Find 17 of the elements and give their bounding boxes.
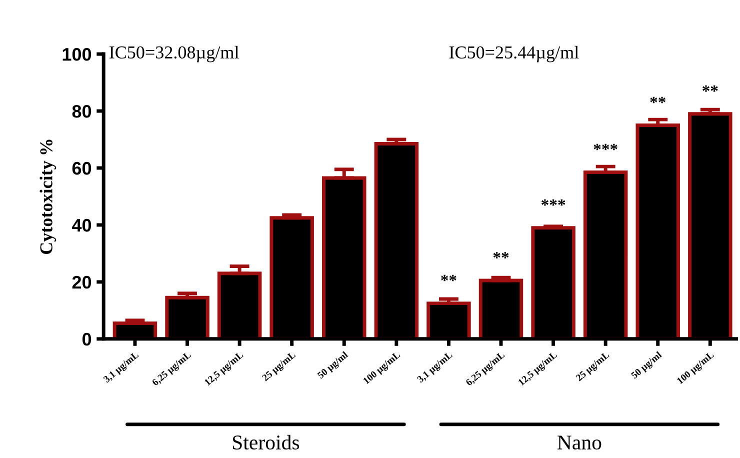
data-label: **	[702, 85, 718, 92]
data-label: **	[650, 96, 666, 104]
text: Steroids	[232, 434, 300, 450]
data-label: ***	[594, 144, 618, 150]
y-tick-label: 0	[82, 332, 92, 346]
annotation: IC50=32.08µg/ml	[109, 46, 239, 62]
data-label: ***	[541, 199, 566, 206]
y-tick-label: 100	[62, 48, 92, 61]
data-label: **	[441, 274, 456, 282]
y-axis-title: Cytotoxicity %	[40, 140, 56, 254]
y-tick-label: 80	[72, 104, 92, 118]
text: Nano	[557, 436, 602, 450]
y-tick-label: 60	[72, 162, 92, 175]
data-label: **	[493, 252, 509, 258]
annotation: IC50=25.44µg/ml	[449, 46, 579, 62]
y-tick-label: 40	[72, 218, 92, 232]
y-tick-label: 20	[72, 276, 92, 289]
